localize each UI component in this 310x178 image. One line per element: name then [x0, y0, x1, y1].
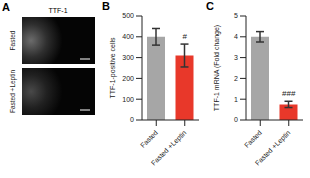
svg-text:Fasted +Leptin: Fasted +Leptin	[150, 129, 189, 168]
svg-text:500: 500	[122, 12, 134, 19]
svg-text:TTF-1: TTF-1	[48, 7, 67, 14]
svg-text:Fasted +Leptin: Fasted +Leptin	[9, 70, 17, 114]
svg-text:Fasted: Fasted	[243, 129, 263, 149]
svg-text:#: #	[183, 32, 188, 41]
svg-text:5: 5	[234, 12, 238, 19]
html-text:B: B	[102, 0, 110, 12]
svg-text:400: 400	[122, 33, 134, 40]
svg-text:0: 0	[130, 116, 134, 123]
svg-text:Fasted: Fasted	[139, 129, 159, 149]
svg-text:###: ###	[282, 89, 296, 98]
html-text:C: C	[206, 0, 214, 12]
svg-text:TTF-1-positive cells: TTF-1-positive cells	[109, 37, 117, 99]
svg-text:A: A	[8, 1, 10, 13]
svg-text:4: 4	[234, 33, 238, 40]
svg-text:300: 300	[122, 54, 134, 61]
svg-text:3: 3	[234, 54, 238, 61]
svg-text:2: 2	[234, 75, 238, 82]
svg-text:Fasted +Leptin: Fasted +Leptin	[254, 129, 293, 168]
svg-text:100: 100	[122, 96, 134, 103]
svg-text:0: 0	[234, 116, 238, 123]
svg-text:1: 1	[234, 96, 238, 103]
svg-text:TTF-1 mRNA (Fold change): TTF-1 mRNA (Fold change)	[213, 25, 221, 111]
svg-text:200: 200	[122, 75, 134, 82]
svg-text:Fasted: Fasted	[9, 30, 16, 50]
